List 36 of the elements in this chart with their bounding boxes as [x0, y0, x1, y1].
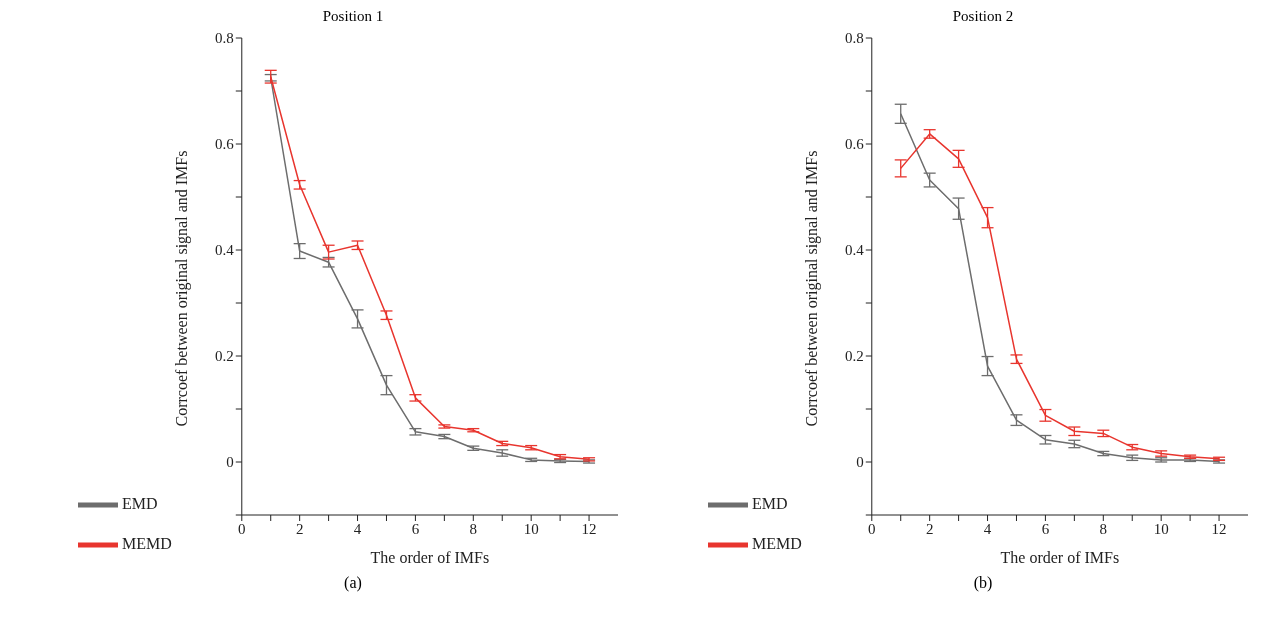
y-tick-label: 0.2 [215, 348, 234, 365]
y-tick-label: 0.8 [215, 30, 234, 47]
x-tick-label: 10 [1153, 520, 1169, 537]
x-tick-label: 8 [1099, 520, 1108, 537]
legend-label: MEMD [122, 534, 172, 552]
text: (a) [343, 574, 363, 592]
y-tick-label: 0 [226, 454, 234, 471]
y-tick-label: 0 [856, 454, 864, 471]
chart-title: Position 1 [321, 8, 385, 26]
x-tick-label: 4 [353, 520, 362, 537]
x-tick-label: 8 [469, 520, 478, 537]
y-axis-title: Corrcoef between original signal and IMFs [803, 150, 822, 427]
x-tick-label: 12 [1211, 520, 1227, 537]
y-tick-label: 0.4 [845, 242, 865, 259]
x-tick-label: 10 [523, 520, 539, 537]
x-tick-label: 2 [295, 520, 304, 537]
y-axis-title: Corrcoef between original signal and IMFs [173, 150, 192, 427]
y-tick-label: 0.8 [845, 30, 864, 47]
legend-label: EMD [752, 494, 788, 512]
x-tick-label: 0 [868, 520, 876, 537]
x-axis-title: The order of IMFs [1000, 549, 1120, 566]
y-tick-label: 0.6 [215, 136, 235, 153]
x-tick-label: 2 [925, 520, 934, 537]
x-tick-label: 0 [238, 520, 246, 537]
x-tick-label: 6 [411, 520, 420, 537]
x-tick-label: 4 [983, 520, 992, 537]
chart-title: Position 2 [951, 8, 1015, 26]
y-tick-label: 0.4 [215, 242, 235, 259]
x-tick-label: 12 [581, 520, 597, 537]
y-tick-label: 0.2 [845, 348, 864, 365]
x-tick-label: 6 [1041, 520, 1050, 537]
x-axis-title: The order of IMFs [370, 549, 490, 566]
y-tick-label: 0.6 [845, 136, 865, 153]
legend-label: MEMD [752, 534, 802, 552]
text: (b) [972, 574, 994, 592]
legend-label: EMD [122, 494, 158, 512]
